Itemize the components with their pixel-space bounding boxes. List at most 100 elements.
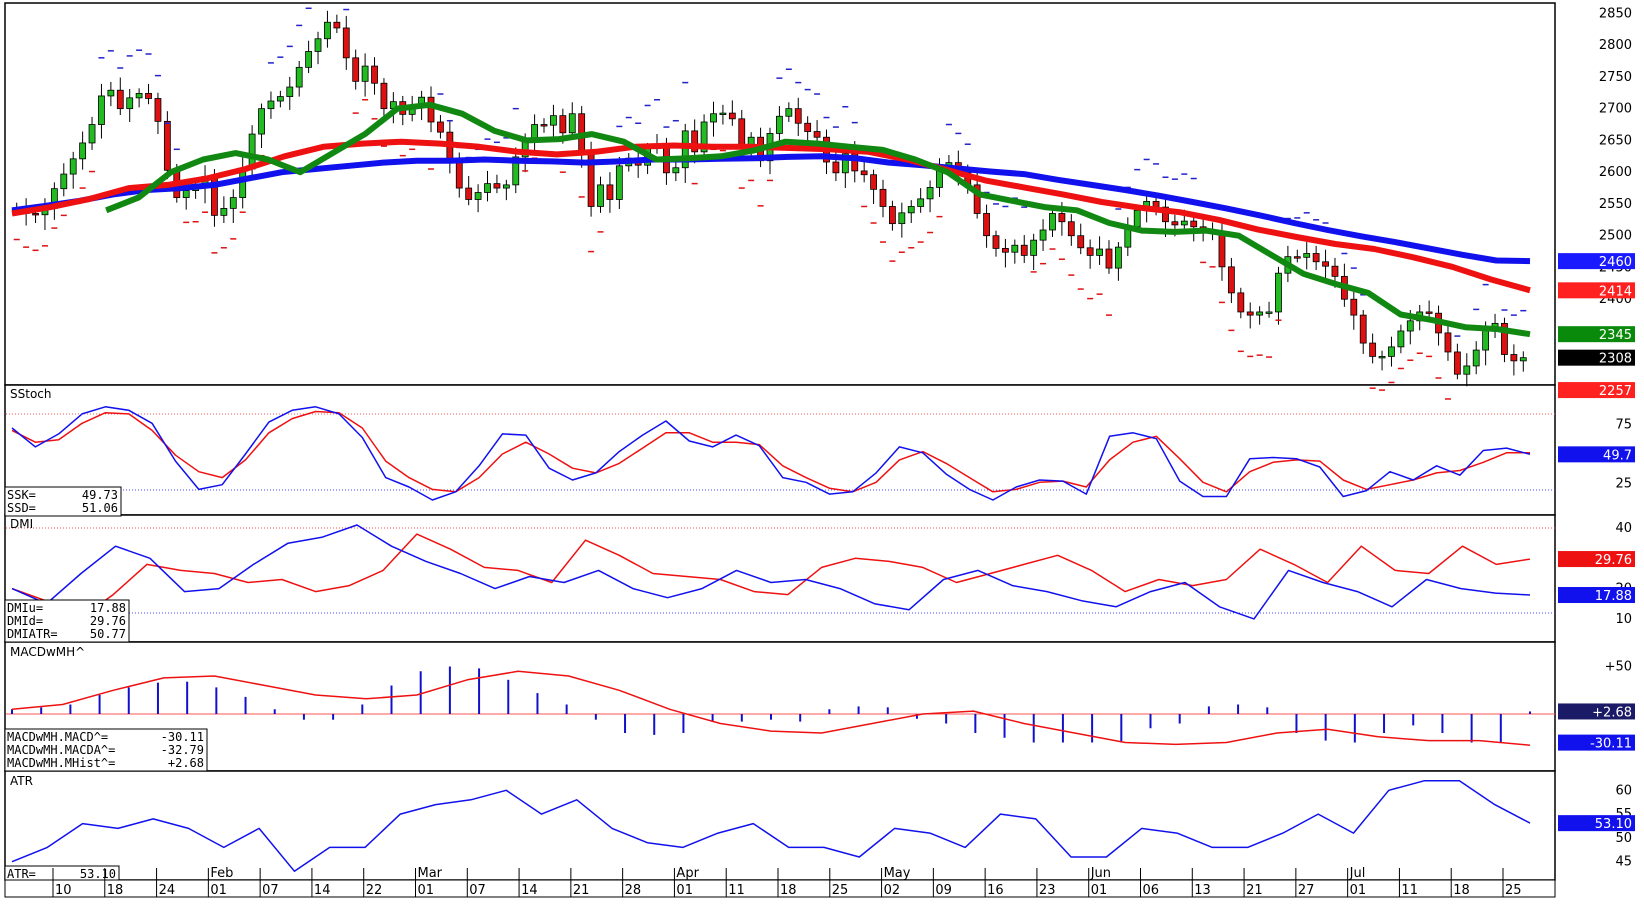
- candle-body: [1501, 322, 1508, 355]
- candle-body: [1256, 311, 1264, 316]
- price-tick-label: 2550: [1599, 197, 1632, 212]
- candle-body: [314, 38, 322, 52]
- candle-body: [983, 213, 990, 237]
- candle-body: [1237, 292, 1245, 313]
- price-badge-text: 2414: [1599, 284, 1632, 299]
- candle-body: [710, 113, 717, 123]
- panel-legends: SSK= 49.73 SSD= 51.06 DMIu= 17.88 DMId= 29.76 DM…: [4, 486, 208, 883]
- day-label: 01: [210, 883, 227, 898]
- macda-line: [11, 670, 1531, 746]
- stoch-tick-label: 25: [1615, 477, 1632, 492]
- day-label: 25: [832, 883, 849, 898]
- price-badge-text: 2460: [1599, 255, 1632, 270]
- macd-panel-frame: [4, 641, 1556, 772]
- candle-body: [239, 168, 247, 198]
- candle-body: [1303, 253, 1311, 258]
- dmi-down-line: [11, 533, 1531, 620]
- candle-body: [794, 108, 802, 124]
- stoch-panel-frame: [4, 384, 1556, 516]
- stoch-legend-box: [4, 486, 122, 517]
- candle-body: [1265, 311, 1273, 314]
- candle-body: [531, 124, 538, 140]
- candle-body: [813, 131, 821, 138]
- price-badge: [1558, 282, 1635, 299]
- ssd-line: [11, 410, 1531, 493]
- macd-legend-value: +2.68: [168, 756, 204, 770]
- atr-legend-label: ATR=: [7, 867, 36, 881]
- candle-body: [898, 212, 906, 225]
- candle-body: [1218, 232, 1226, 268]
- candle-body: [1425, 311, 1433, 314]
- day-label: 06: [1143, 883, 1160, 898]
- candle-body: [1350, 298, 1358, 316]
- macd-legend-label: MACDwMH.MACD^=: [7, 730, 108, 744]
- candle-body: [1397, 330, 1405, 348]
- price-tick-label: 2500: [1599, 229, 1632, 244]
- day-label: 22: [366, 883, 383, 898]
- ssk-line: [11, 406, 1531, 501]
- candle-body: [229, 197, 237, 209]
- day-label: 10: [55, 883, 72, 898]
- price-tick-label: 2600: [1599, 165, 1632, 180]
- candle-body: [879, 188, 887, 207]
- candle-body: [1077, 235, 1085, 249]
- candle-body: [1369, 342, 1377, 357]
- candle-body: [992, 235, 1000, 249]
- candle-body: [182, 190, 190, 198]
- day-label: 14: [521, 883, 538, 898]
- atr-tick-label: 50: [1615, 831, 1632, 846]
- candle-body: [973, 184, 981, 214]
- candle-body: [889, 206, 896, 225]
- dmi-legend-label: DMIATR=: [7, 627, 58, 641]
- candle-body: [324, 21, 331, 40]
- atr-tick-label: 60: [1615, 783, 1632, 798]
- dmi-legend-value: 50.77: [90, 627, 126, 641]
- candle-body: [606, 184, 614, 200]
- candle-body: [1105, 248, 1113, 269]
- macd-legend-value: -32.79: [161, 743, 204, 757]
- candle-body: [342, 27, 350, 59]
- macd-hist-badge-text: +2.68: [1592, 705, 1632, 720]
- day-label: 21: [1246, 883, 1263, 898]
- candle-body: [1039, 229, 1047, 241]
- day-label: 28: [625, 883, 642, 898]
- dmi-tick-label: 10: [1615, 612, 1632, 627]
- candle-body: [597, 184, 604, 207]
- stoch-legend-value: 51.06: [82, 501, 118, 515]
- candle-body: [1293, 256, 1301, 259]
- candle-body: [1312, 253, 1320, 263]
- candle-body: [738, 118, 746, 148]
- candle-body: [1190, 220, 1198, 228]
- candle-body: [907, 206, 915, 214]
- candle-body: [1171, 221, 1179, 226]
- candle-body: [1453, 351, 1461, 375]
- atr-tick-label: 45: [1615, 855, 1632, 870]
- price-badge-text: 2257: [1599, 384, 1632, 399]
- day-label: 07: [262, 883, 279, 898]
- candle-body: [1227, 266, 1235, 294]
- day-label: 21: [573, 883, 590, 898]
- candle-body: [361, 65, 369, 82]
- candle-body: [615, 165, 623, 200]
- day-label: 16: [987, 883, 1004, 898]
- candle-body: [917, 198, 925, 207]
- dmi-series: [11, 524, 1531, 620]
- candle-body: [785, 108, 793, 117]
- candle-body: [305, 51, 313, 68]
- candle-body: [691, 130, 699, 153]
- candle-body: [1444, 332, 1452, 353]
- dmi-tick-label: 40: [1615, 521, 1632, 536]
- candle-body: [88, 124, 96, 144]
- day-label: 01: [418, 883, 435, 898]
- candle-body: [427, 96, 435, 123]
- candle-body: [1406, 320, 1414, 332]
- candle-body: [1275, 272, 1282, 313]
- candle-body: [116, 89, 124, 110]
- candle-body: [926, 187, 934, 200]
- day-label: 18: [107, 883, 124, 898]
- macd-series: [11, 666, 1531, 746]
- candle-body: [32, 213, 39, 216]
- price-badge-text: 2345: [1599, 328, 1632, 343]
